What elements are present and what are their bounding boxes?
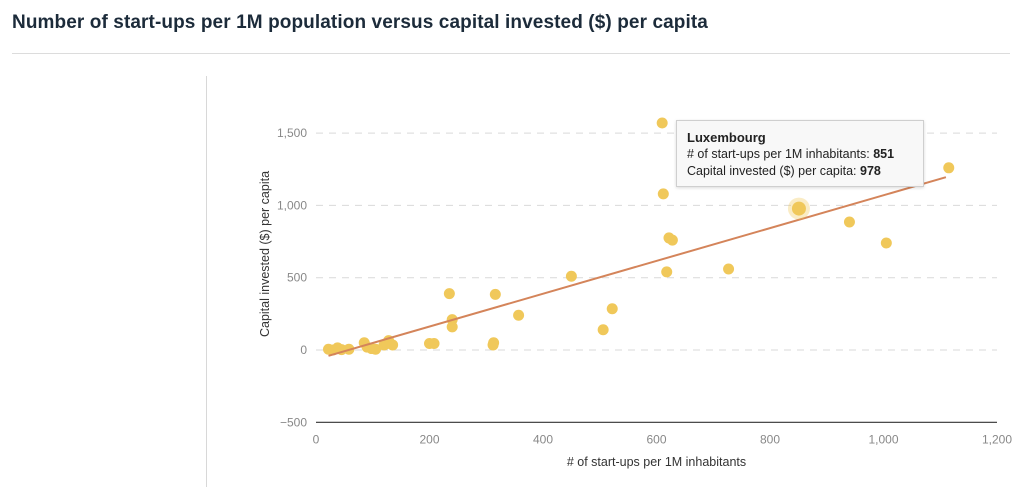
panel-divider xyxy=(206,76,207,487)
tooltip-x-row: # of start-ups per 1M inhabitants: 851 xyxy=(687,146,913,163)
data-point xyxy=(880,237,892,249)
data-point xyxy=(387,339,399,351)
data-point xyxy=(489,288,501,300)
data-point xyxy=(843,216,855,228)
x-tick-label: 1,200 xyxy=(982,432,1012,446)
x-tick-labels: 0 200 400 600 800 1,000 1,200 xyxy=(313,432,1013,446)
x-tick-label: 600 xyxy=(646,432,666,446)
tooltip-x-value: 851 xyxy=(873,147,895,161)
data-points xyxy=(322,117,955,356)
chart-title: Number of start-ups per 1M population ve… xyxy=(12,12,708,33)
tooltip-y-row: Capital invested ($) per capita: 978 xyxy=(687,163,913,180)
y-axis-label: Capital invested ($) per capita xyxy=(258,171,272,337)
x-tick-label: 400 xyxy=(533,432,553,446)
trend-line xyxy=(328,176,947,357)
data-point xyxy=(661,266,673,278)
y-tick-label: −500 xyxy=(280,415,307,429)
data-point xyxy=(446,321,458,333)
highlighted-data-point xyxy=(791,201,806,216)
tooltip-country: Luxembourg xyxy=(687,130,766,145)
y-tick-label: 500 xyxy=(287,271,307,285)
x-axis-label: # of start-ups per 1M inhabitants xyxy=(567,455,746,469)
data-point xyxy=(370,343,382,355)
y-tick-label: 0 xyxy=(300,343,307,357)
data-point xyxy=(597,324,609,336)
data-point xyxy=(513,309,525,321)
highlighted-point-group[interactable] xyxy=(787,197,810,220)
x-tick-label: 1,000 xyxy=(868,432,898,446)
x-tick-label: 800 xyxy=(760,432,780,446)
tooltip-x-label: # of start-ups per 1M inhabitants: xyxy=(687,147,870,161)
point-tooltip: Luxembourg # of start-ups per 1M inhabit… xyxy=(676,120,924,187)
x-tick-label: 0 xyxy=(313,432,320,446)
data-point xyxy=(428,337,440,349)
data-point xyxy=(565,270,577,282)
data-point xyxy=(656,117,668,129)
data-point xyxy=(443,288,455,300)
tooltip-y-label: Capital invested ($) per capita: xyxy=(687,164,857,178)
grid-lines xyxy=(316,132,997,351)
title-divider xyxy=(12,53,1010,54)
data-point xyxy=(657,188,669,200)
data-point xyxy=(606,303,618,315)
tooltip-y-value: 978 xyxy=(860,164,881,178)
data-point xyxy=(488,337,500,349)
y-tick-label: 1,000 xyxy=(277,198,307,212)
data-point xyxy=(666,234,678,246)
y-tick-label: 1,500 xyxy=(277,126,307,140)
x-tick-label: 200 xyxy=(419,432,439,446)
data-point xyxy=(943,162,955,174)
data-point xyxy=(723,263,735,275)
y-tick-labels: −500 0 500 1,000 1,500 xyxy=(277,126,307,429)
